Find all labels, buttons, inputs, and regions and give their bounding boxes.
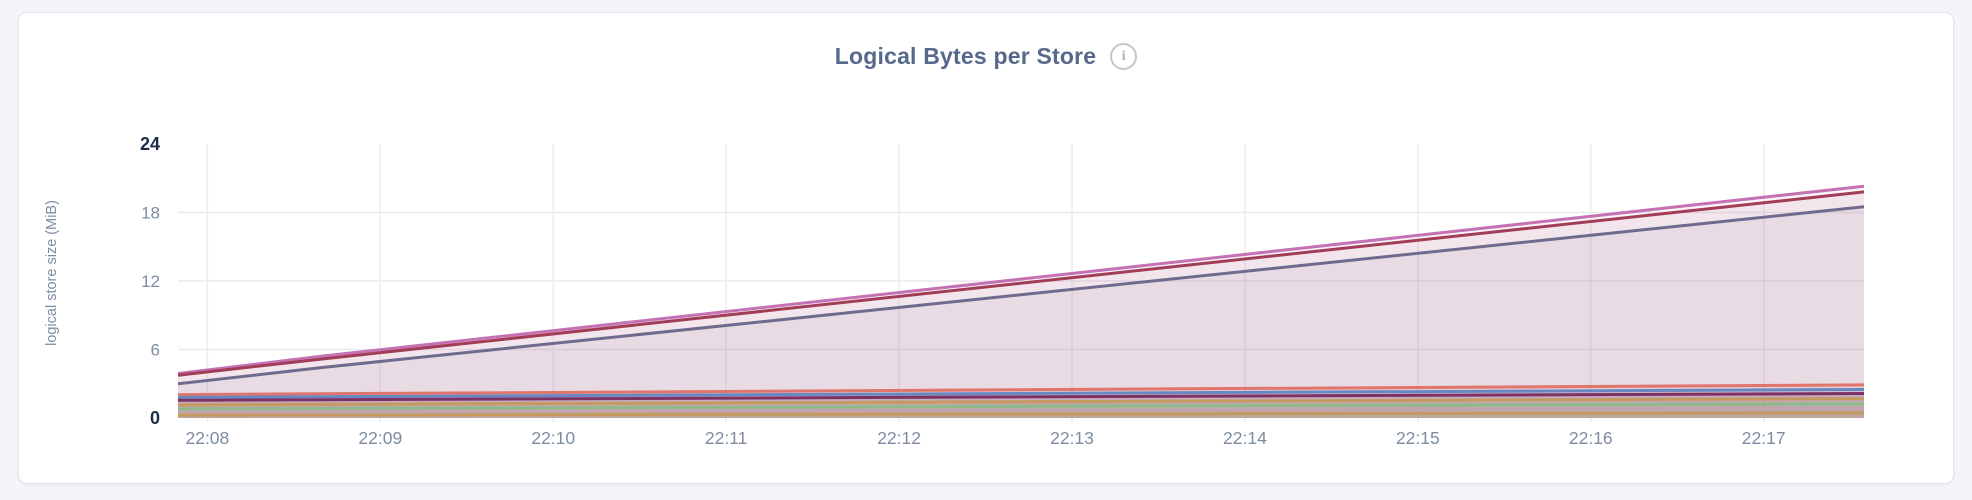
x-tick-label: 22:09: [358, 428, 402, 448]
y-tick-label: 6: [151, 341, 160, 360]
y-tick-label: 0: [150, 408, 160, 428]
chart-header: Logical Bytes per Store i: [19, 43, 1953, 70]
series-7-line: [177, 397, 1865, 407]
series-1-line: [177, 184, 1865, 375]
x-axis-ticks: 22:08 22:09 22:10 22:11 22:12 22:13 22:14 22:15…: [185, 428, 1785, 448]
x-tick-label: 22:10: [531, 428, 575, 448]
x-tick-label: 22:08: [185, 428, 229, 448]
series-lines: [177, 184, 1865, 417]
series-5-line: [177, 388, 1865, 399]
x-tick-label: 22:15: [1396, 428, 1440, 448]
series-9-line: [177, 407, 1865, 414]
y-tick-label: 24: [140, 134, 160, 154]
series-10-line: [177, 411, 1865, 417]
series-4-line: [177, 383, 1865, 397]
x-tick-label: 22:17: [1742, 428, 1786, 448]
x-tick-label: 22:14: [1223, 428, 1267, 448]
series-6-line: [177, 392, 1865, 402]
x-tick-label: 22:13: [1050, 428, 1094, 448]
x-tick-label: 22:11: [705, 428, 748, 448]
series-1-area: [178, 186, 1864, 418]
series-2-line: [177, 190, 1865, 377]
y-tick-label: 18: [141, 204, 160, 223]
y-axis-label: logical store size (MiB): [44, 200, 60, 346]
series-8-line: [177, 402, 1865, 411]
chart-card: Logical Bytes per Store i 0 6 12 18 24 22:08 2…: [18, 12, 1954, 484]
x-tick-label: 22:12: [877, 428, 921, 448]
y-axis-ticks: 0 6 12 18 24: [140, 134, 160, 428]
info-icon[interactable]: i: [1110, 43, 1138, 70]
gridlines: [178, 144, 1864, 422]
x-tick-label: 22:16: [1569, 428, 1613, 448]
y-tick-label: 12: [141, 272, 160, 291]
chart-title: Logical Bytes per Store: [834, 43, 1097, 69]
series-areas: [178, 186, 1864, 418]
series-3-line: [177, 205, 1865, 386]
series-2-area: [178, 191, 1864, 418]
series-3-area: [178, 206, 1864, 418]
